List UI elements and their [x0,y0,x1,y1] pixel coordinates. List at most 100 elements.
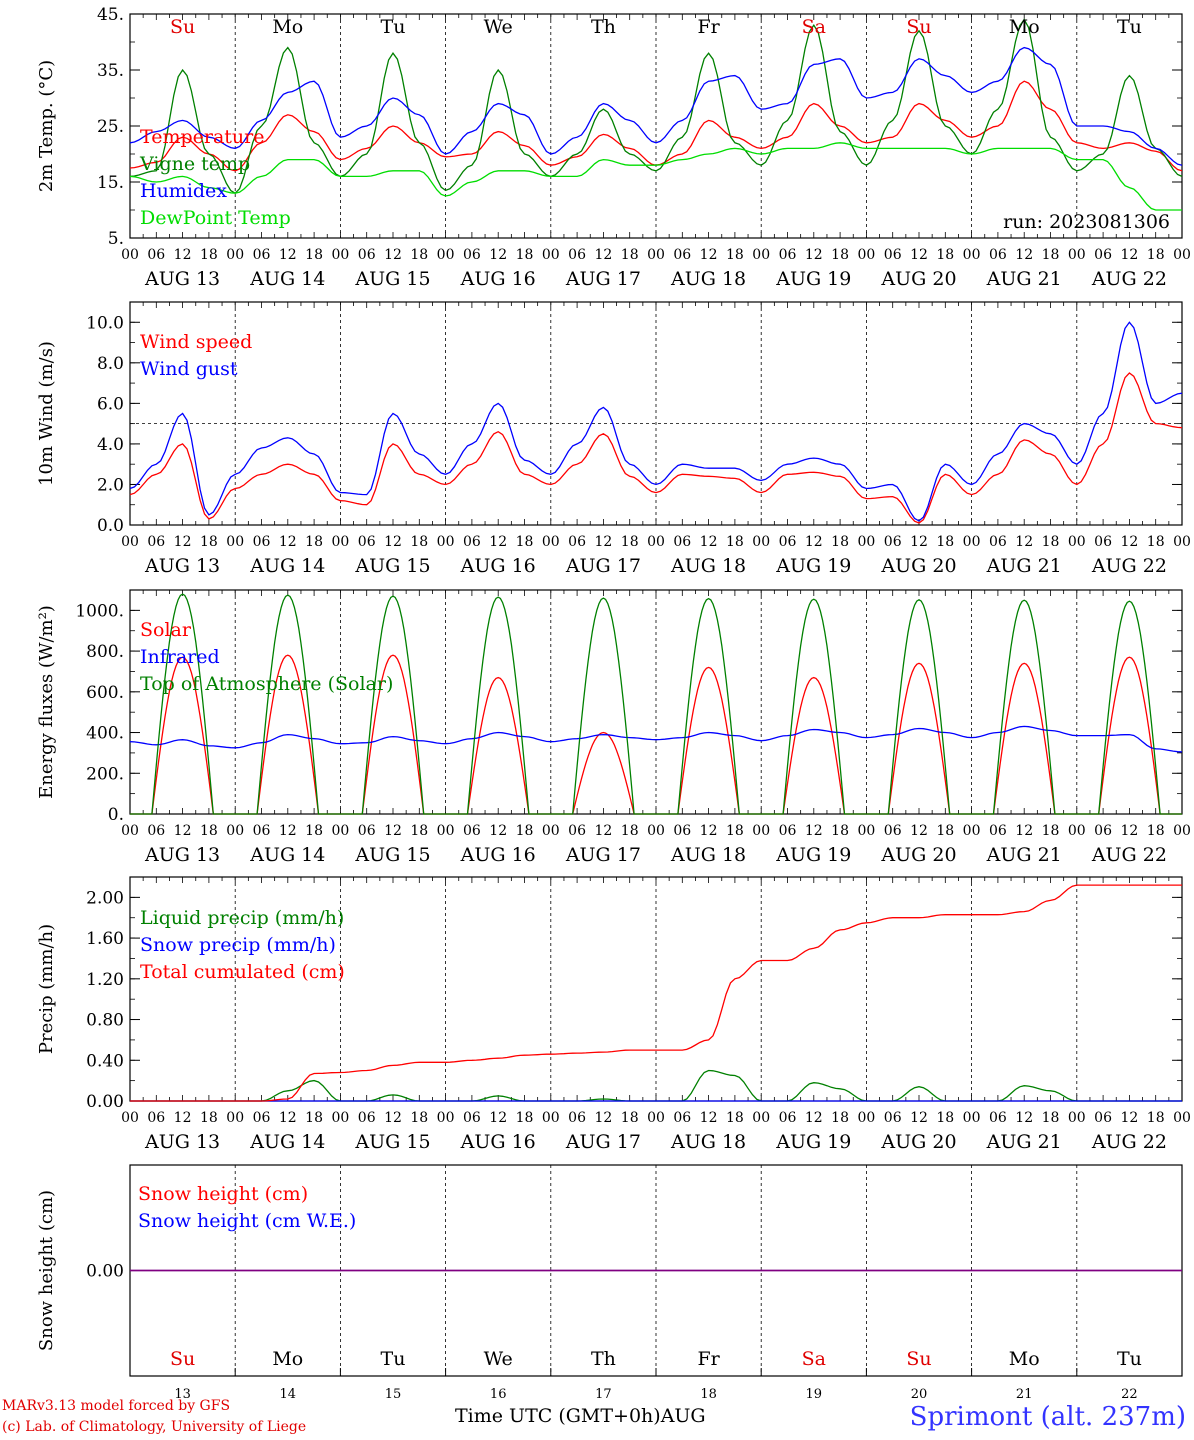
date-label: AUG 18 [670,555,746,577]
hour-tick-label: 18 [831,534,849,550]
day-abbrev-bottom: Mo [272,1348,303,1370]
hour-tick-label: 06 [989,823,1007,839]
hour-tick-label: 18 [831,1110,849,1126]
date-label: AUG 18 [670,268,746,290]
date-label: AUG 17 [565,555,641,577]
hour-tick-label: 12 [279,823,297,839]
hour-tick-label: 18 [831,247,849,263]
hour-tick-label: 18 [516,247,534,263]
hour-tick-label: 06 [673,1110,691,1126]
date-label: AUG 19 [775,1131,851,1153]
hour-tick-label: 00 [331,1110,349,1126]
hour-tick-label: 06 [358,1110,376,1126]
hour-tick-label: 00 [226,247,244,263]
hour-tick-label: 18 [200,823,218,839]
day-number: 13 [174,1387,191,1402]
y-axis-label: 10m Wind (m/s) [36,341,57,486]
legend-entry: Vigne temp [139,153,250,175]
y-tick-label: 4.0 [97,435,124,455]
hour-tick-label: 06 [147,247,165,263]
hour-tick-label: 12 [910,247,928,263]
day-abbrev-bottom: Mo [1009,1348,1040,1370]
day-abbrev: Su [906,16,931,38]
hour-tick-label: 18 [621,1110,639,1126]
y-tick-label: 400. [86,724,124,744]
hour-tick-label: 00 [437,247,455,263]
series-line-vigne-temp [129,18,1183,195]
hour-tick-label: 06 [989,1110,1007,1126]
hour-tick-label: 00 [1068,1110,1086,1126]
hour-tick-label: 00 [542,247,560,263]
hour-tick-label: 00 [226,534,244,550]
hour-tick-label: 06 [463,1110,481,1126]
hour-tick-label: 12 [174,1110,192,1126]
date-label: AUG 14 [249,844,325,866]
hour-tick-label: 12 [489,534,507,550]
hour-tick-label: 12 [489,1110,507,1126]
hour-tick-label: 12 [910,534,928,550]
hour-tick-label: 06 [147,534,165,550]
hour-tick-label: 12 [174,534,192,550]
hour-tick-label: 12 [805,1110,823,1126]
credit-model: MARv3.13 model forced by GFS [2,1398,231,1414]
hour-tick-label: 18 [936,534,954,550]
y-tick-label: 0.80 [86,1011,124,1031]
day-abbrev-bottom: Fr [697,1348,720,1370]
hour-tick-label: 12 [1015,1110,1033,1126]
x-axis-title-text: Time UTC (GMT+0h) [455,1405,661,1427]
day-number: 14 [280,1387,297,1402]
hour-tick-label: 18 [305,534,323,550]
hour-tick-label: 06 [779,534,797,550]
y-tick-label: 8.0 [97,354,124,374]
hour-tick-label: 06 [358,247,376,263]
date-label: AUG 15 [354,844,430,866]
date-label: AUG 21 [986,555,1062,577]
hour-tick-label: 06 [568,247,586,263]
day-number: 21 [1016,1387,1033,1402]
legend-entry: Snow height (cm) [138,1183,308,1205]
date-label: AUG 20 [880,268,956,290]
hour-tick-label: 00 [121,1110,139,1126]
hour-tick-label: 00 [963,1110,981,1126]
hour-tick-label: 00 [542,534,560,550]
hour-tick-label: 18 [936,823,954,839]
hour-tick-label: 00 [857,247,875,263]
hour-tick-label: 18 [831,823,849,839]
y-axis-label: 2m Temp. (°C) [36,60,57,192]
date-label: AUG 14 [249,1131,325,1153]
hour-tick-label: 06 [884,534,902,550]
y-tick-label: 2.0 [97,475,124,495]
hour-tick-label: 06 [568,1110,586,1126]
date-label: AUG 14 [249,268,325,290]
hour-tick-label: 06 [253,823,271,839]
hour-tick-label: 12 [594,823,612,839]
hour-tick-label: 06 [1094,823,1112,839]
hour-tick-label: 06 [358,823,376,839]
y-axis-label: Snow height (cm) [36,1190,57,1351]
day-abbrev-bottom: Sa [802,1348,826,1370]
hour-tick-label: 12 [1015,247,1033,263]
date-label: AUG 16 [460,268,536,290]
hour-tick-label: 06 [1094,534,1112,550]
hour-tick-label: 00 [1173,1110,1191,1126]
y-tick-label: 10.0 [86,313,124,333]
hour-tick-label: 18 [1042,1110,1060,1126]
hour-tick-label: 18 [726,1110,744,1126]
date-label: AUG 17 [565,268,641,290]
date-label: AUG 22 [1091,555,1167,577]
day-abbrev-bottom: Tu [1117,1348,1142,1370]
day-number: 19 [806,1387,823,1402]
hour-tick-label: 18 [516,534,534,550]
date-label: AUG 13 [144,268,220,290]
hour-tick-label: 00 [857,823,875,839]
hour-tick-label: 12 [279,1110,297,1126]
hour-tick-label: 00 [437,534,455,550]
day-abbrev-bottom: Tu [381,1348,406,1370]
hour-tick-label: 06 [779,823,797,839]
series-line-dewpoint-temp [129,142,1182,211]
hour-tick-label: 00 [647,1110,665,1126]
y-tick-label: 6.0 [97,394,124,414]
series-line-top-of-atmosphere-solar- [130,593,1182,815]
hour-tick-label: 18 [936,247,954,263]
x-axis-title: Time UTC (GMT+0h)AUG [455,1405,706,1427]
